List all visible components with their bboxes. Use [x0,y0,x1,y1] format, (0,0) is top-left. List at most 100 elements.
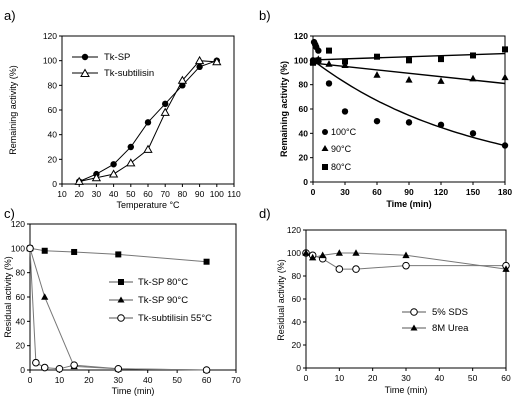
x-tick-label: 150 [466,187,480,197]
y-tick-label: 40 [48,130,58,140]
y-tick-label: 100 [294,55,308,65]
data-point [71,248,78,255]
data-point [342,58,348,65]
data-point [352,265,360,273]
data-point [126,158,136,167]
x-tick-label: 0 [311,187,316,197]
panel-d-ylabel: Residual activity (%) [276,259,286,341]
legend-label-tk-sp-80c: Tk-SP 80°C [138,277,188,288]
panel-d-series [302,249,510,273]
legend-marker-filled-triangle [117,296,125,303]
x-tick-label: 0 [28,375,33,385]
legend-label-90c: 90°C [331,144,352,154]
x-tick-label: 20 [368,373,378,383]
x-tick-label: 40 [109,189,119,199]
legend-label-tk-sp: Tk-SP [104,52,130,63]
data-point [405,76,413,83]
y-tick-label: 0 [296,363,301,373]
data-point [115,251,122,258]
legend-label-tk-sp-90c: Tk-SP 90°C [138,295,188,306]
y-tick-label: 60 [48,105,58,115]
x-tick-label: 90 [404,187,414,197]
panel-d-xlabel: Time (min) [385,385,428,395]
data-point [501,73,509,81]
data-point [325,80,333,87]
y-tick-label: 20 [16,341,26,351]
x-tick-label: 180 [498,187,512,197]
x-tick-label: 120 [434,187,448,197]
legend-label-tk-subtilisin-55c: Tk-subtilisin 55°C [138,313,212,324]
data-point [110,161,117,168]
data-point [469,130,477,137]
x-tick-label: 60 [501,373,511,383]
panel-b: b) Time (min) Remaining activity (%) 0 30… [259,8,512,209]
panel-d-ticks: 0 10 20 30 40 50 60 0 20 40 60 80 100 120 [287,225,511,383]
x-tick-label: 70 [160,189,170,199]
data-point [406,57,412,64]
data-point [41,247,48,254]
x-tick-label: 10 [335,373,345,383]
panel-c: c) Time (min) Residual activity (%) 0 10 2… [3,206,241,396]
data-point [41,293,49,300]
y-tick-label: 20 [299,153,309,163]
legend-marker-filled-circle [322,129,328,135]
data-point [26,244,34,253]
y-tick-label: 40 [292,317,302,327]
data-point [402,251,410,259]
x-tick-label: 40 [435,373,445,383]
data-point [160,107,170,116]
panel-a-letter: a) [4,8,16,23]
data-point [341,108,349,115]
panel-a-series [74,55,222,185]
data-point [326,47,332,54]
data-point [501,142,509,149]
data-point [335,249,343,256]
y-tick-label: 100 [11,243,25,253]
y-tick-label: 60 [16,292,26,302]
data-point [74,176,84,185]
panel-b-xlabel: Time (min) [386,199,431,209]
legend-marker-open-circle [410,308,418,316]
y-tick-label: 120 [294,31,308,41]
panel-a-ylabel: Remaining activity (%) [8,65,18,155]
data-point [374,53,380,60]
data-point [114,364,123,373]
data-point [143,144,153,153]
panel-b-legend: 100°C 90°C 80°C [321,127,357,172]
legend-marker-open-circle [117,314,125,322]
y-tick-label: 80 [292,271,302,281]
x-tick-label: 50 [468,373,478,383]
data-point [405,119,413,126]
x-tick-label: 80 [178,189,188,199]
data-point [127,143,134,151]
data-point [212,57,222,66]
data-point [341,61,349,68]
data-point [469,74,477,82]
x-tick-label: 30 [401,373,411,383]
data-point [91,173,102,182]
y-tick-label: 120 [11,219,25,229]
data-point [32,358,40,367]
data-point [438,56,444,63]
panel-d-legend: 5% SDS 8M Urea [402,307,469,334]
data-point [470,52,476,59]
data-point [315,47,322,54]
data-point [325,60,333,67]
legend-marker-filled-circle [81,53,89,61]
legend-marker-open-triangle [80,68,90,77]
x-tick-label: 60 [372,187,382,197]
x-tick-label: 20 [84,375,94,385]
legend-label-80c: 80°C [331,162,352,172]
data-point [402,261,410,270]
y-tick-label: 120 [43,31,57,41]
legend-marker-filled-triangle [410,324,418,331]
x-tick-label: 20 [74,189,84,199]
panel-c-letter: c) [4,206,15,221]
data-point [335,265,344,273]
panel-b-ylabel: Remaining activity (%) [279,61,289,157]
panel-d-letter: d) [259,206,271,221]
data-point [108,169,119,178]
data-point [196,63,203,71]
